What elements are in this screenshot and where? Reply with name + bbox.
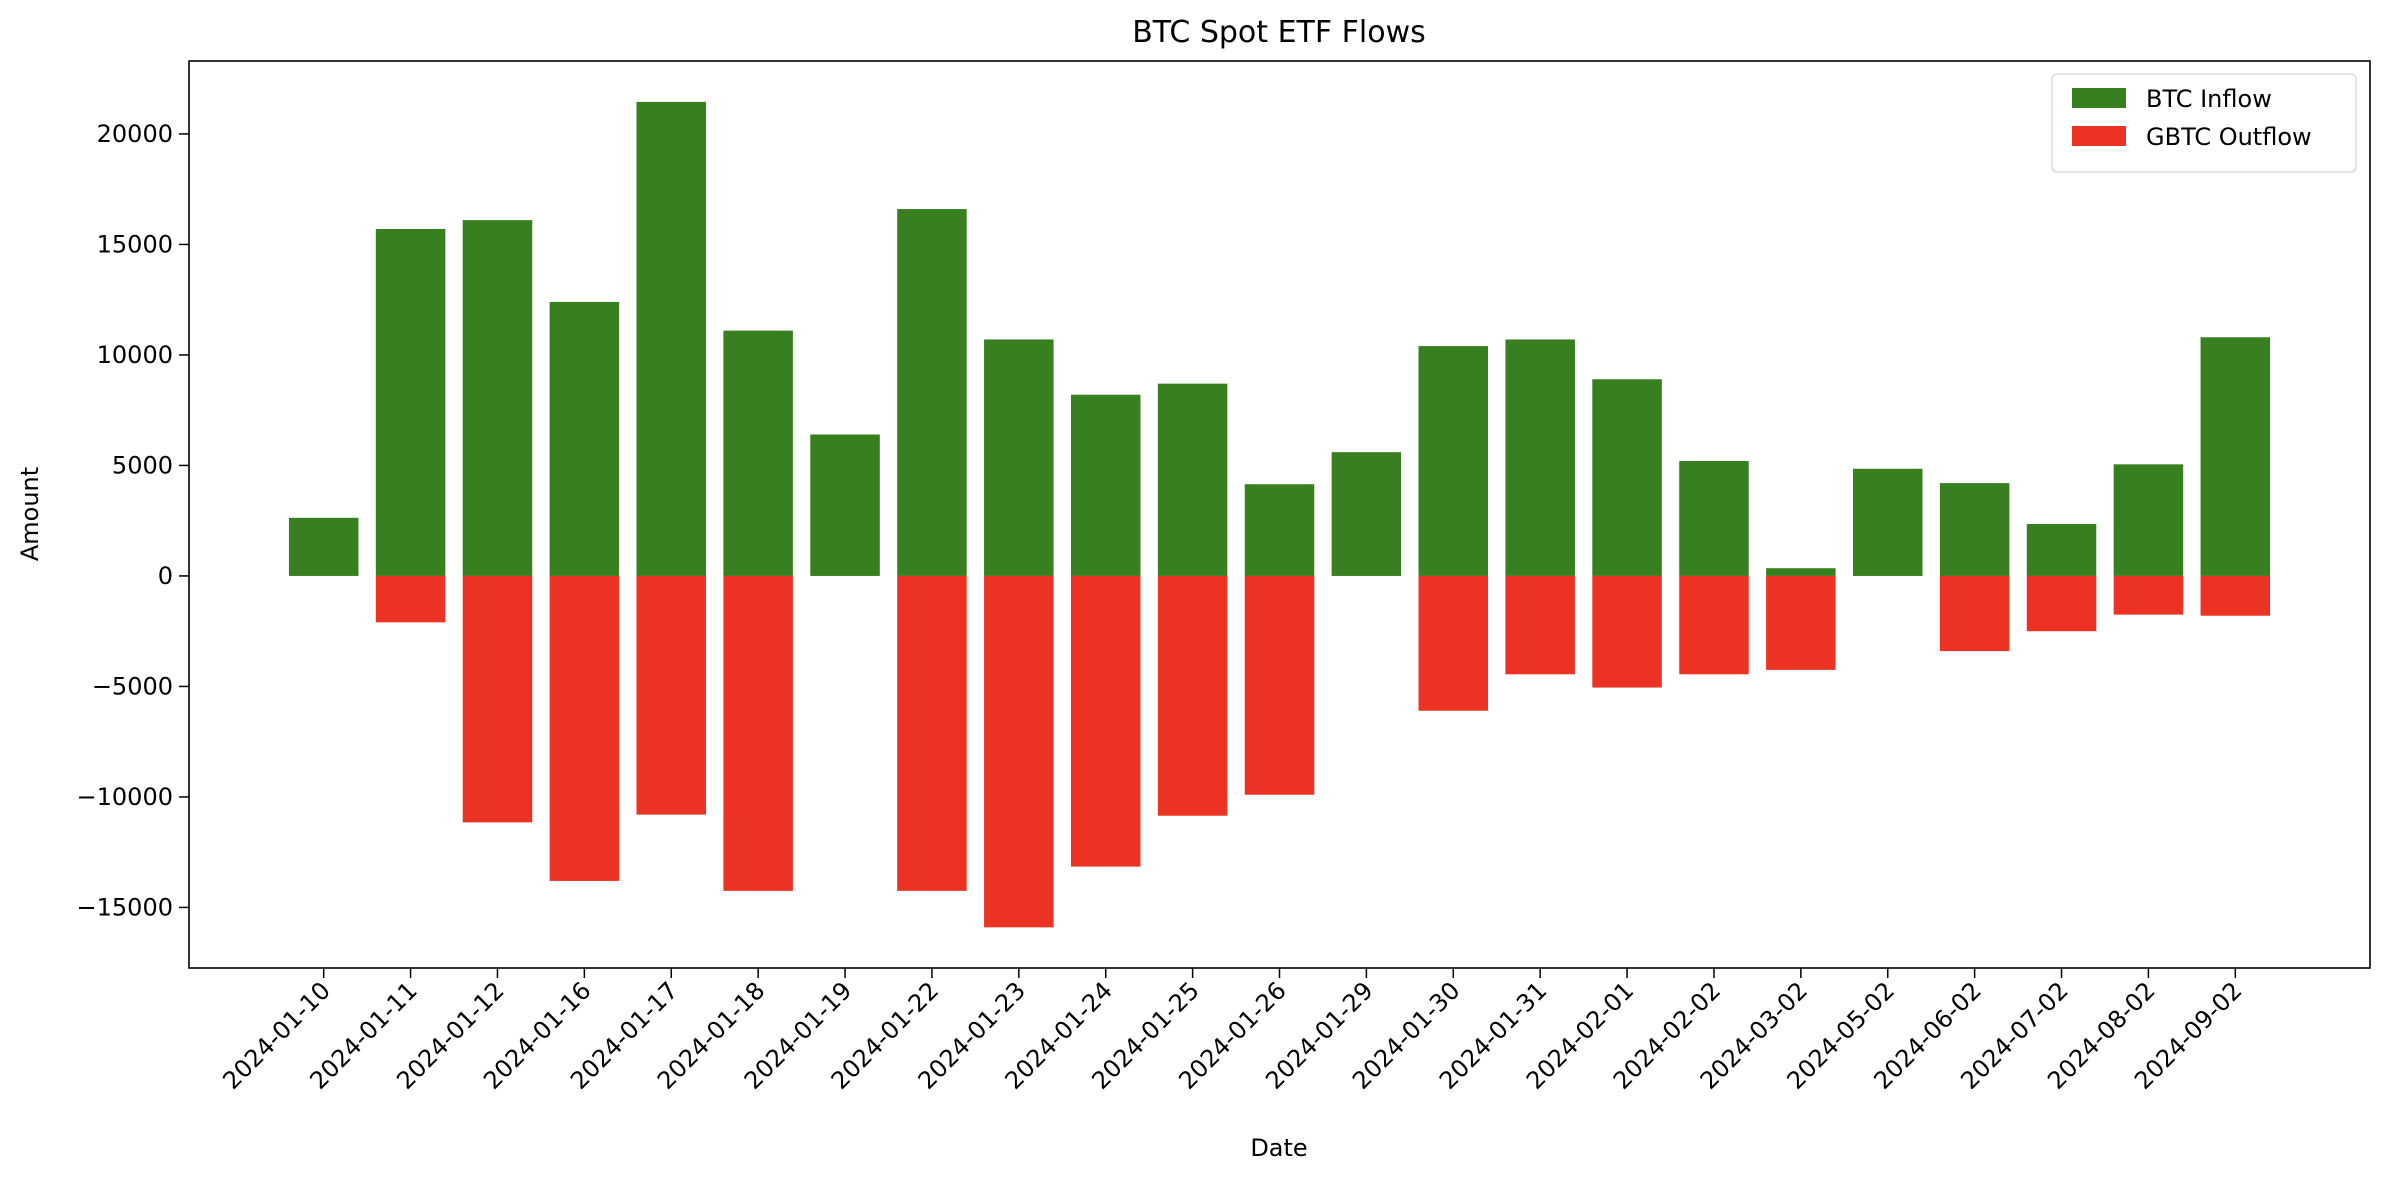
inflow-bar-2024-09-02 bbox=[2200, 337, 2271, 576]
x-axis-label: Date bbox=[1250, 1134, 1307, 1162]
outflow-bar-2024-09-02 bbox=[2200, 575, 2271, 616]
y-tick-label: 0 bbox=[158, 562, 173, 590]
chart-title: BTC Spot ETF Flows bbox=[1132, 15, 1426, 50]
inflow-bar-2024-08-02 bbox=[2113, 464, 2184, 576]
inflow-bar-2024-05-02 bbox=[1852, 468, 1923, 576]
inflow-bar-2024-01-17 bbox=[636, 101, 707, 576]
outflow-bar-2024-07-02 bbox=[2026, 575, 2097, 632]
inflow-bar-2024-01-24 bbox=[1070, 394, 1141, 576]
inflow-bar-2024-07-02 bbox=[2026, 524, 2097, 576]
y-axis-label: Amount bbox=[16, 467, 44, 561]
inflow-bar-2024-01-30 bbox=[1418, 346, 1489, 576]
outflow-bar-2024-06-02 bbox=[1939, 575, 2010, 652]
inflow-bar-2024-01-22 bbox=[897, 209, 967, 576]
outflow-bar-2024-01-26 bbox=[1244, 575, 1315, 795]
inflow-bar-2024-01-23 bbox=[984, 339, 1054, 576]
outflow-bar-2024-02-02 bbox=[1679, 575, 1749, 675]
outflow-bar-2024-01-16 bbox=[549, 575, 620, 881]
outflow-bar-2024-01-11 bbox=[375, 575, 446, 623]
inflow-bar-2024-02-01 bbox=[1592, 379, 1662, 576]
outflow-bar-2024-03-02 bbox=[1766, 575, 1836, 670]
outflow-bar-2024-01-30 bbox=[1418, 575, 1489, 711]
inflow-bar-2024-01-29 bbox=[1331, 452, 1402, 576]
inflow-bar-2024-01-19 bbox=[810, 434, 880, 576]
y-tick-label: −5000 bbox=[92, 672, 173, 700]
outflow-bar-2024-01-18 bbox=[723, 575, 793, 891]
outflow-bar-2024-02-01 bbox=[1592, 575, 1662, 688]
y-tick-label: 15000 bbox=[97, 230, 173, 258]
outflow-bar-2024-01-12 bbox=[462, 575, 533, 823]
outflow-bar-2024-01-23 bbox=[984, 575, 1054, 928]
y-tick-label: −15000 bbox=[77, 893, 173, 921]
y-tick-label: 20000 bbox=[97, 120, 173, 148]
legend-swatch bbox=[2072, 126, 2126, 146]
outflow-bar-2024-01-17 bbox=[636, 575, 707, 815]
inflow-bar-2024-01-16 bbox=[549, 301, 620, 576]
outflow-bar-2024-08-02 bbox=[2113, 575, 2184, 615]
y-tick-label: 5000 bbox=[112, 451, 173, 479]
outflow-bar-2024-01-22 bbox=[897, 575, 967, 891]
inflow-bar-2024-01-25 bbox=[1157, 383, 1228, 576]
inflow-bar-2024-01-10 bbox=[288, 517, 359, 576]
inflow-bar-2024-01-31 bbox=[1505, 339, 1575, 576]
inflow-bar-2024-03-02 bbox=[1766, 568, 1836, 576]
legend: BTC Inflow GBTC Outflow bbox=[2051, 73, 2357, 173]
plot-frame bbox=[188, 60, 2371, 969]
legend-box bbox=[2051, 73, 2357, 173]
inflow-bar-2024-06-02 bbox=[1939, 483, 2010, 576]
outflow-bar-2024-01-31 bbox=[1505, 575, 1575, 675]
outflow-bar-2024-01-24 bbox=[1070, 575, 1141, 867]
inflow-bar-2024-01-18 bbox=[723, 330, 793, 576]
y-tick-label: 10000 bbox=[97, 341, 173, 369]
inflow-bar-2024-01-12 bbox=[462, 220, 533, 576]
legend-label: GBTC Outflow bbox=[2146, 123, 2312, 151]
inflow-bar-2024-01-26 bbox=[1244, 484, 1315, 576]
legend-label: BTC Inflow bbox=[2146, 85, 2272, 113]
inflow-bar-2024-02-02 bbox=[1679, 461, 1749, 576]
inflow-bar-2024-01-11 bbox=[375, 228, 446, 576]
y-tick-label: −10000 bbox=[77, 783, 173, 811]
outflow-bar-2024-01-25 bbox=[1157, 575, 1228, 816]
legend-swatch bbox=[2072, 88, 2126, 108]
